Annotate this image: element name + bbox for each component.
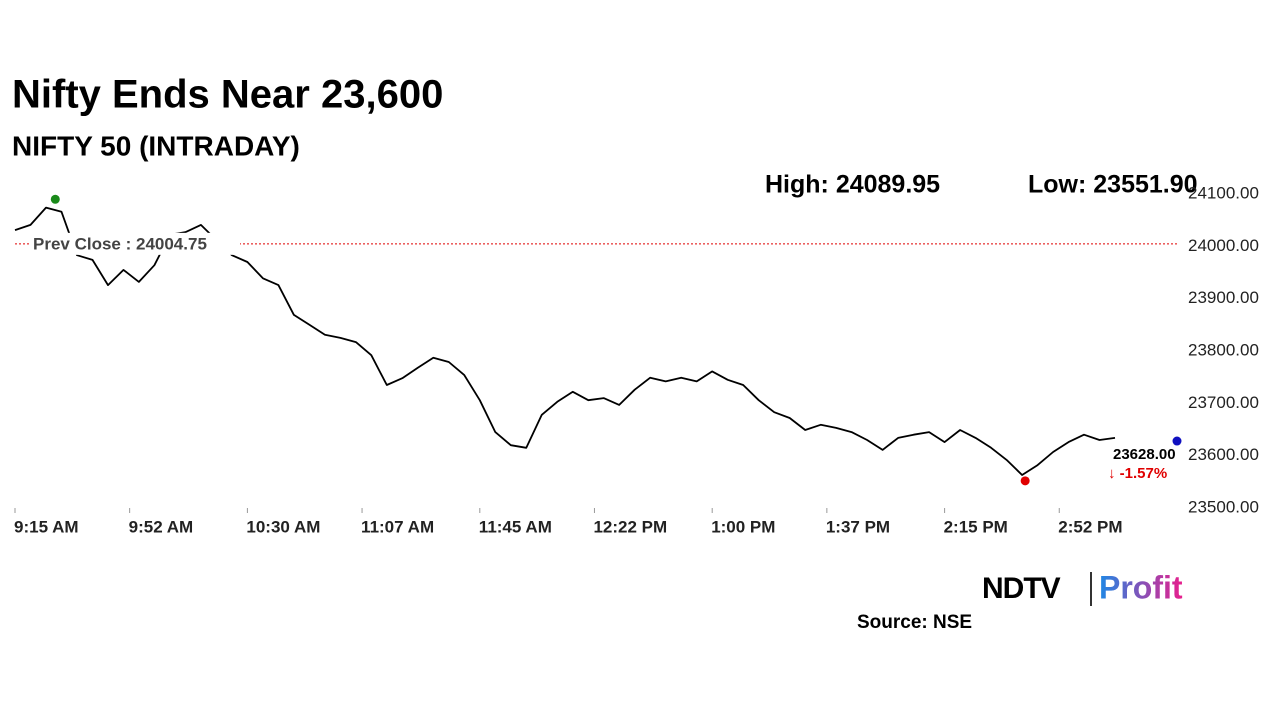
x-tick-label: 11:45 AM [479, 517, 552, 536]
x-tick-label: 2:15 PM [944, 517, 1008, 536]
y-tick-label: 23500.00 [1188, 497, 1259, 516]
y-tick-label: 24000.00 [1188, 236, 1259, 255]
logo-brand: NDTV [982, 572, 1061, 605]
price-line [14, 206, 1116, 476]
chart-subtitle: NIFTY 50 (INTRADAY) [12, 130, 300, 161]
last-label: 23628.00 [1113, 446, 1176, 463]
change-label: ↓ -1.57% [1108, 465, 1167, 482]
x-tick-label: 1:00 PM [711, 517, 775, 536]
chart-title: Nifty Ends Near 23,600 [12, 73, 443, 117]
y-tick-label: 23600.00 [1188, 445, 1259, 464]
x-tick-label: 1:37 PM [826, 517, 890, 536]
prev-close-bg [30, 232, 240, 255]
last-marker [1172, 436, 1182, 446]
y-tick-label: 23900.00 [1188, 288, 1259, 307]
y-tick-label: 23700.00 [1188, 393, 1259, 412]
source: Source: NSE [857, 612, 972, 633]
y-tick-label: 23800.00 [1188, 340, 1259, 359]
prev-close-label: Prev Close : 24004.75 [33, 234, 207, 253]
x-tick-label: 10:30 AM [246, 517, 320, 536]
x-tick-label: 9:15 AM [14, 517, 79, 536]
x-tick-label: 12:22 PM [593, 517, 667, 536]
x-tick-label: 11:07 AM [361, 517, 434, 536]
logo-product: Profit [1099, 569, 1183, 605]
y-tick-label: 24100.00 [1188, 183, 1259, 202]
low-label: Low: 23551.90 [1028, 171, 1198, 199]
x-tick-label: 2:52 PM [1058, 517, 1122, 536]
high-label: High: 24089.95 [765, 171, 940, 199]
x-tick-label: 9:52 AM [129, 517, 194, 536]
high-marker [50, 194, 60, 204]
low-marker [1020, 476, 1030, 486]
